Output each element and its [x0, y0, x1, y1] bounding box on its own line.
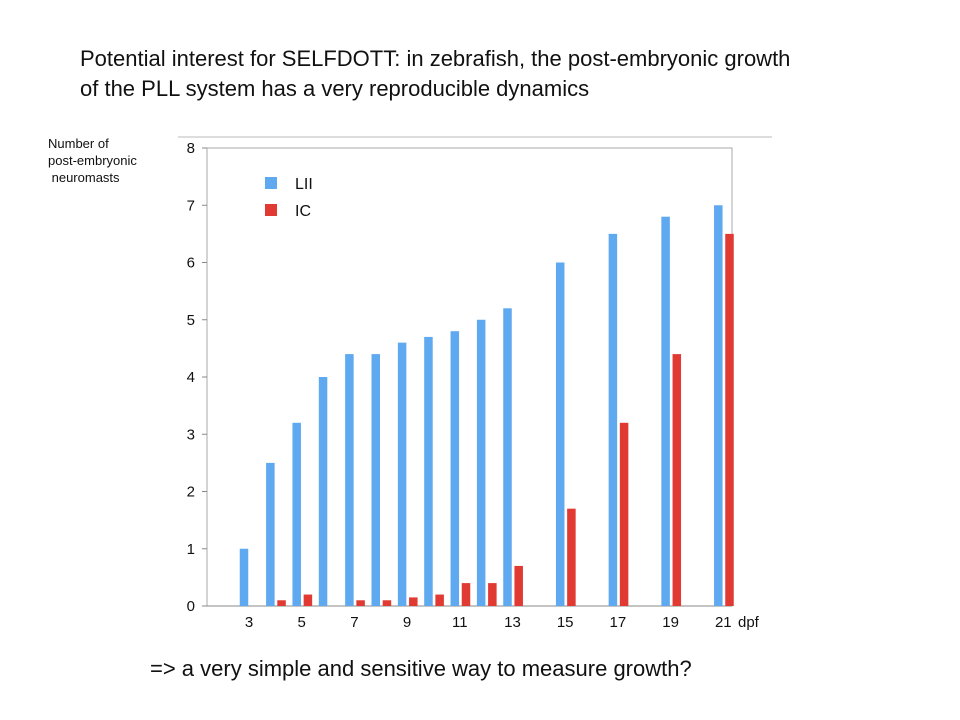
legend-swatch-lii [265, 177, 277, 189]
y-tick-label: 2 [187, 484, 195, 501]
x-tick-label: 13 [504, 614, 521, 631]
lii-bar [424, 336, 433, 606]
lii-bar [239, 548, 249, 606]
bar-chart-svg: 0 1 2 3 4 5 6 7 8 3 5 7 9 11 13 15 17 19 21 dpf LII IC [178, 136, 772, 631]
legend-swatch-ic [265, 204, 277, 216]
y-tick-label: 0 [187, 598, 195, 615]
y-tick-label: 3 [187, 426, 195, 443]
x-tick-label: 21 [715, 614, 732, 631]
y-tick-label: 4 [187, 369, 195, 386]
lii-bar [714, 205, 723, 606]
ic-bar [672, 354, 682, 606]
y-tick-label: 8 [187, 140, 195, 157]
y-tick-label: 1 [187, 541, 195, 558]
lii-bar [318, 377, 328, 606]
lii-bar [266, 462, 275, 606]
y-tick-label: 7 [187, 197, 195, 214]
ic-bar [488, 583, 497, 606]
lii-bar [292, 422, 301, 606]
ic-bar [567, 508, 576, 606]
slide-title: Potential interest for SELFDOTT: in zebr… [80, 44, 950, 104]
ic-bar [725, 233, 734, 606]
x-tick-label: 11 [452, 614, 468, 631]
legend-label-ic: IC [295, 203, 311, 220]
x-tick-label: 9 [403, 614, 411, 631]
bar-chart: 0 1 2 3 4 5 6 7 8 3 5 7 9 11 13 15 17 19 21 dpf LII IC [150, 130, 780, 640]
y-tick-label: 6 [187, 255, 195, 272]
footer-text: => a very simple and sensitive way to me… [150, 656, 692, 681]
lii-bar [555, 262, 565, 606]
ic-bar [461, 583, 471, 606]
lii-bar [397, 342, 407, 606]
ic-bar [356, 600, 365, 606]
x-axis-label: dpf [738, 614, 760, 631]
y-tick-label: 5 [187, 312, 195, 329]
ic-bar [409, 597, 418, 606]
lii-bar [608, 233, 618, 606]
lii-bar [503, 308, 512, 606]
ic-bar [277, 600, 286, 606]
x-tick-label: 19 [662, 614, 679, 631]
lii-bar [476, 319, 486, 606]
ic-bar [514, 565, 523, 606]
x-tick-label: 17 [610, 614, 627, 631]
y-axis-label: Number of post-embryonic neuromasts [48, 136, 137, 185]
lii-bar [661, 216, 670, 606]
lii-bar [450, 331, 460, 606]
ic-bar [435, 594, 444, 606]
ic-bar [303, 594, 313, 606]
x-tick-label: 15 [557, 614, 574, 631]
ic-bar [382, 600, 392, 606]
x-tick-label: 3 [245, 614, 253, 631]
lii-bar [371, 354, 380, 606]
slide-title-line-1: Potential interest for SELFDOTT: in zebr… [80, 46, 791, 71]
slide-title-line-2: of the PLL system has a very reproducibl… [80, 76, 590, 101]
x-tick-label: 5 [298, 614, 306, 631]
legend-label-lii: LII [295, 176, 313, 193]
ic-bar [619, 422, 629, 606]
lii-bar [345, 354, 354, 606]
x-tick-label: 7 [350, 614, 358, 631]
plot-frame [206, 147, 733, 607]
